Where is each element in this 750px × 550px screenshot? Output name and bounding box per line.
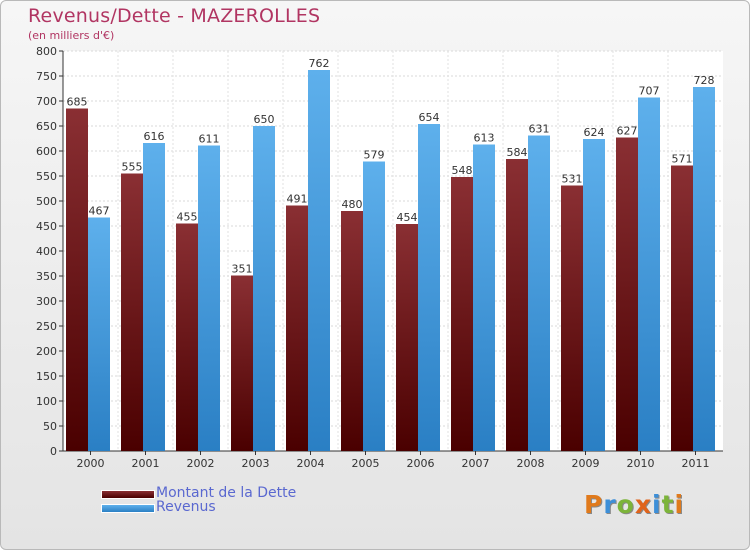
bar-revenue	[143, 143, 165, 451]
data-label-revenue: 467	[89, 205, 110, 218]
y-tick-label: 700	[36, 95, 57, 108]
legend-label-debt: Montant de la Dette	[156, 485, 297, 501]
x-tick-label: 2010	[627, 457, 655, 470]
data-label-debt: 455	[177, 211, 198, 224]
y-tick-label: 100	[36, 395, 57, 408]
data-label-debt: 555	[122, 161, 143, 174]
x-tick-label: 2003	[242, 457, 270, 470]
data-label-debt: 531	[562, 173, 583, 186]
bar-revenue	[308, 70, 330, 451]
logo-letter: r	[603, 490, 617, 519]
logo-letter: i	[652, 490, 662, 519]
y-tick-label: 450	[36, 220, 57, 233]
data-label-revenue: 611	[199, 133, 220, 146]
data-label-debt: 571	[672, 153, 693, 166]
bar-debt	[616, 137, 638, 451]
grid-layer	[63, 50, 723, 452]
data-label-debt: 584	[507, 146, 528, 159]
y-tick-label: 750	[36, 70, 57, 83]
y-tick-label: 800	[36, 45, 57, 58]
data-label-revenue: 707	[639, 85, 660, 98]
axis-layer: 0 50 100 150 200 250 300 350 400 450 500 550 600 650 7…	[36, 45, 723, 470]
x-tick-label: 2006	[407, 457, 435, 470]
bar-debt	[286, 205, 308, 451]
data-label-revenue: 631	[529, 123, 550, 136]
bar-layer	[66, 70, 715, 451]
bar-debt	[121, 173, 143, 451]
logo-letter: i	[674, 490, 685, 519]
x-tick-label: 2009	[572, 457, 600, 470]
data-label-revenue: 728	[694, 74, 715, 87]
y-tick-label: 600	[36, 145, 57, 158]
data-label-debt: 454	[397, 211, 418, 224]
y-tick-label: 550	[36, 170, 57, 183]
bar-revenue	[473, 144, 495, 451]
data-label-revenue: 654	[419, 111, 440, 124]
bar-revenue	[638, 97, 660, 451]
y-tick-label: 50	[43, 420, 57, 433]
x-tick-label: 2008	[517, 457, 545, 470]
data-label-debt: 480	[342, 198, 363, 211]
x-tick-label: 2000	[77, 457, 105, 470]
chart-title: Revenus/Dette - MAZEROLLES	[28, 5, 321, 27]
x-tick-label: 2007	[462, 457, 490, 470]
bar-debt	[231, 275, 253, 451]
legend-swatch-revenue	[101, 504, 155, 513]
y-tick-label: 300	[36, 295, 57, 308]
bar-debt	[341, 211, 363, 451]
x-tick-label: 2011	[682, 457, 710, 470]
y-tick-label: 650	[36, 120, 57, 133]
bar-revenue	[88, 217, 110, 451]
y-tick-label: 200	[36, 345, 57, 358]
data-label-revenue: 762	[309, 57, 330, 70]
bar-revenue	[583, 139, 605, 451]
bar-revenue	[693, 87, 715, 451]
x-tick-label: 2001	[132, 457, 160, 470]
bar-debt	[561, 185, 583, 451]
x-tick-label: 2004	[297, 457, 325, 470]
data-label-revenue: 579	[364, 149, 385, 162]
y-tick-label: 0	[50, 445, 57, 458]
logo-letter: t	[661, 490, 675, 519]
bar-debt	[66, 108, 88, 451]
bar-debt	[176, 223, 198, 451]
legend-swatch-debt	[101, 490, 155, 499]
data-label-debt: 548	[452, 164, 473, 177]
logo-letter: o	[616, 490, 635, 519]
logo-letter: P	[584, 490, 604, 519]
y-tick-label: 500	[36, 195, 57, 208]
bar-revenue	[198, 145, 220, 451]
data-label-debt: 491	[287, 193, 308, 206]
y-tick-label: 250	[36, 320, 57, 333]
x-tick-label: 2005	[352, 457, 380, 470]
data-label-debt: 351	[232, 263, 253, 276]
data-label-revenue: 616	[144, 130, 165, 143]
bar-revenue	[253, 126, 275, 451]
label-layer: 685 467 555 616 455 611 351 650 491 762 480 579 454 6…	[67, 57, 715, 276]
bar-revenue	[528, 135, 550, 451]
bar-revenue	[418, 124, 440, 451]
data-label-revenue: 650	[254, 113, 275, 126]
data-label-revenue: 613	[474, 132, 495, 145]
data-label-debt: 685	[67, 96, 88, 109]
y-tick-label: 150	[36, 370, 57, 383]
bar-debt	[506, 159, 528, 451]
chart-subtitle: (en milliers d'€)	[28, 29, 115, 42]
bar-debt	[451, 177, 473, 451]
bar-debt	[671, 165, 693, 451]
y-tick-label: 400	[36, 245, 57, 258]
x-tick-label: 2002	[187, 457, 215, 470]
legend-label-revenue: Revenus	[156, 499, 216, 515]
data-label-debt: 627	[617, 125, 638, 138]
logo-letter: x	[634, 490, 652, 519]
bar-revenue	[363, 161, 385, 451]
y-tick-label: 350	[36, 270, 57, 283]
bar-debt	[396, 224, 418, 451]
proxiti-logo: Proxiti	[584, 490, 684, 519]
data-label-revenue: 624	[584, 126, 605, 139]
